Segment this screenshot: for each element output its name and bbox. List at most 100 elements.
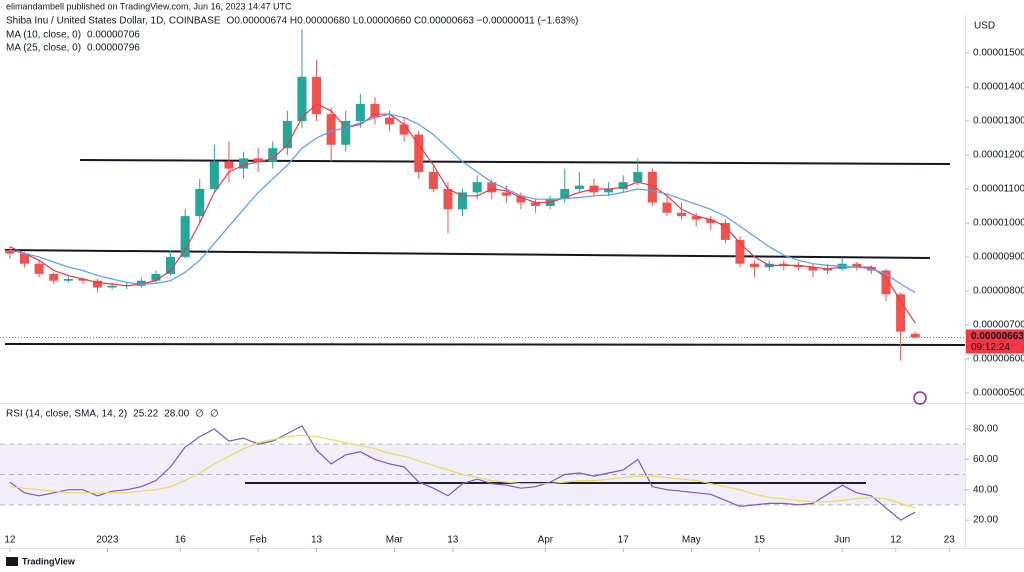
countdown: 09:12:24: [971, 342, 1010, 353]
y-tick-label: 0.00001000: [973, 218, 1024, 229]
candle-body: [458, 192, 468, 210]
rsi-line: [9, 434, 916, 509]
ma-legend-name: MA (10, close, 0): [6, 30, 81, 41]
x-tick-label: 15: [754, 535, 766, 546]
candle-body: [253, 158, 263, 162]
candle-body: [896, 294, 906, 332]
candle-body: [560, 188, 570, 200]
candle-body: [779, 263, 789, 266]
candle-body: [793, 265, 803, 268]
ma-legend-value: 0.00000706: [87, 30, 140, 41]
trend-line: [4, 249, 931, 259]
y-tick-label: 0.00001300: [973, 116, 1024, 127]
y-tick-label: 0.00000700: [973, 320, 1024, 331]
candle-body: [443, 188, 453, 210]
rsi-y-tick-label: 80.00: [973, 424, 998, 435]
candle-body: [472, 182, 482, 193]
rsi-value-label: 28.00: [164, 409, 189, 420]
candle-body: [487, 182, 497, 193]
last-price-box: [966, 329, 1024, 354]
trend-line: [79, 159, 951, 165]
candle-body: [63, 279, 73, 281]
candle-body: [677, 212, 687, 217]
candle-body: [239, 158, 249, 169]
x-tick-label: 12: [4, 535, 16, 546]
candle-body: [574, 185, 584, 189]
y-tick-label: 0.00001400: [973, 82, 1024, 93]
y-tick-label: 0.00001200: [973, 150, 1024, 161]
y-tick-label: 0.00001500: [973, 48, 1024, 59]
candle-body: [735, 239, 745, 264]
x-tick-label: 12: [890, 535, 902, 546]
x-tick-label: 17: [618, 535, 630, 546]
x-tick-label: 16: [175, 535, 187, 546]
y-tick-label: 0.00000500: [973, 388, 1024, 399]
rsi-y-tick-label: 40.00: [973, 484, 998, 495]
candle-body: [34, 263, 44, 274]
x-tick-label: 2023: [96, 535, 119, 546]
event-icon[interactable]: [913, 391, 927, 405]
rsi-value-label: ∅: [210, 409, 219, 420]
candle-body: [49, 273, 59, 281]
candle-body: [326, 114, 336, 145]
candle-body: [107, 285, 117, 288]
rsi-y-tick-label: 60.00: [973, 454, 998, 465]
candle-body: [20, 253, 30, 264]
y-tick-label: 0.00000900: [973, 252, 1024, 263]
ohlc-values: O0.00000674 H0.00000680 L0.00000660 C0.0…: [227, 16, 579, 27]
publisher: elimandambell published on TradingView.c…: [6, 1, 292, 11]
rsi-title: RSI (14, close, SMA, 14, 2): [6, 409, 127, 420]
candle-body: [720, 222, 730, 240]
candle-body: [5, 250, 15, 254]
candle-body: [282, 120, 292, 149]
candle-body: [691, 216, 701, 220]
candle-body: [662, 202, 672, 213]
candle-body: [180, 216, 190, 257]
candle-body: [706, 219, 716, 223]
rsi-value-label: 25.22: [133, 409, 158, 420]
candle-body: [341, 120, 351, 145]
brand-logo: [6, 557, 18, 566]
y-tick-label: 0.00000600: [973, 354, 1024, 365]
rsi-line: [9, 425, 916, 521]
candle-body: [136, 280, 146, 286]
candle-body: [852, 263, 862, 268]
candle-body: [823, 268, 833, 271]
y-tick-label: 0.00001100: [973, 184, 1024, 195]
candle-body: [78, 279, 88, 281]
candle-body: [166, 256, 176, 274]
brand: TradingView: [22, 556, 76, 566]
candle-body: [370, 103, 380, 118]
candle-body: [750, 263, 760, 268]
candle-body: [531, 202, 541, 206]
trend-line: [4, 343, 966, 346]
candle-body: [385, 117, 395, 125]
trend-lines: [4, 159, 966, 484]
candle-body: [428, 171, 438, 189]
candle-body: [224, 161, 234, 169]
candle-body: [604, 188, 614, 193]
x-tick-label: 13: [447, 535, 459, 546]
x-tick-label: Feb: [250, 535, 268, 546]
candle-body: [151, 273, 161, 281]
candle-body: [195, 188, 205, 217]
candle-body: [910, 333, 920, 338]
ma-legend-name: MA (25, close, 0): [6, 43, 81, 54]
ma-legend-value: 0.00000796: [87, 43, 140, 54]
candle-body: [312, 76, 322, 115]
candle-body: [297, 76, 307, 121]
candle-body: [414, 134, 424, 172]
candle-body: [355, 103, 365, 121]
candle-body: [881, 270, 891, 295]
candle-body: [501, 192, 511, 196]
candle-body: [633, 171, 643, 183]
x-tick-label: 23: [944, 535, 956, 546]
candle-body: [618, 182, 628, 189]
candle-body: [209, 161, 219, 189]
candle-body: [808, 267, 818, 271]
ma-line: [9, 113, 916, 293]
y-tick-label: 0.00000800: [973, 286, 1024, 297]
ma-line: [9, 103, 916, 324]
